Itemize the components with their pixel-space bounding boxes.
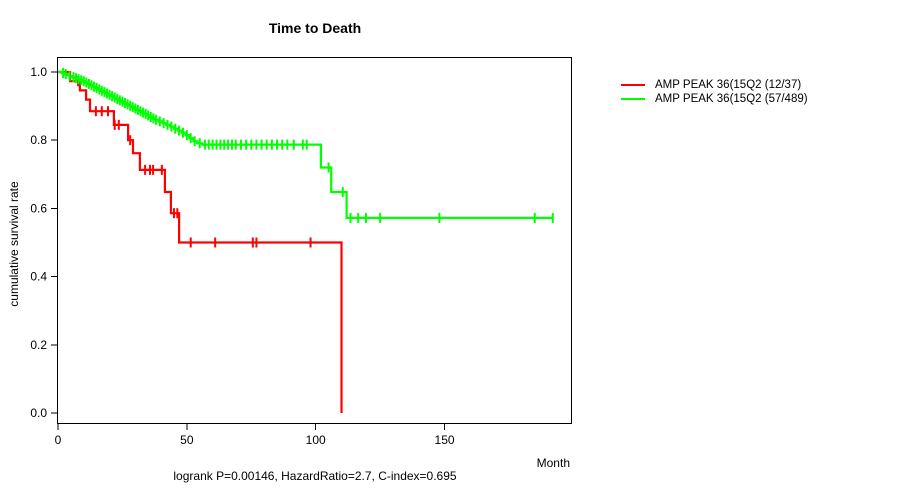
x-tick-label: 0 [55, 433, 62, 447]
green-line-swatch [621, 98, 645, 100]
y-tick-label: 0.6 [30, 201, 47, 215]
x-tick-label: 50 [180, 433, 194, 447]
y-tick-label: 0.2 [30, 338, 47, 352]
y-tick-label: 0.0 [30, 406, 47, 420]
plot-box [57, 57, 572, 424]
logrank-annotation: logrank P=0.00146, HazardRatio=2.7, C-in… [173, 469, 457, 483]
y-tick-label: 0.8 [30, 133, 47, 147]
survival-curve-red [58, 70, 343, 413]
x-axis-title: Month [536, 456, 570, 470]
x-tick-label: 100 [306, 433, 326, 447]
legend-label-group2: AMP PEAK 36(15Q2 (57/489) [655, 93, 808, 105]
legend: AMP PEAK 36(15Q2 (12/37) AMP PEAK 36(15Q… [621, 78, 808, 106]
y-axis-title: cumulative survival rate [7, 181, 21, 307]
red-line-swatch [621, 84, 645, 86]
legend-label-group1: AMP PEAK 36(15Q2 (12/37) [655, 79, 802, 91]
y-tick-label: 1.0 [30, 65, 47, 79]
chart-title: Time to Death [268, 20, 362, 36]
legend-item-group1: AMP PEAK 36(15Q2 (12/37) [621, 78, 808, 92]
y-tick-label: 0.4 [30, 270, 47, 284]
x-tick-label: 150 [435, 433, 455, 447]
legend-item-group2: AMP PEAK 36(15Q2 (57/489) [621, 92, 808, 106]
